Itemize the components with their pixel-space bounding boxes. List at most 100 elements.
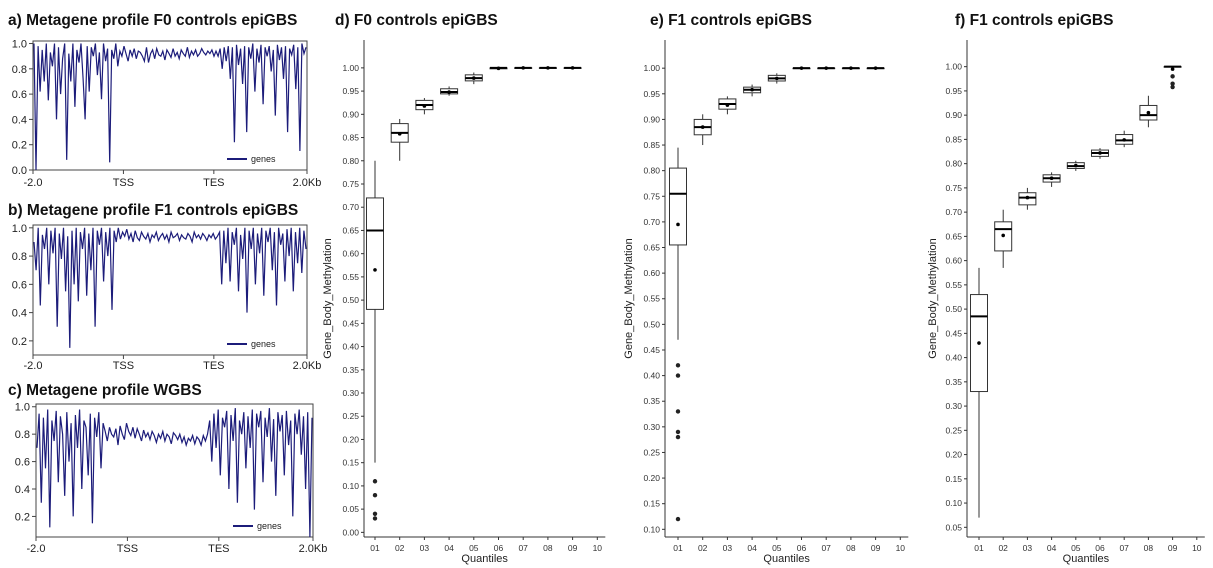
x-tick-label: 05	[1071, 543, 1081, 553]
x-tick-label: -2.0	[24, 360, 43, 372]
box-mean-point	[447, 90, 451, 94]
panel-b-plot: 0.2 0.4 0.6 0.8 1.0 -2.0 TSS TES 2.0Kb genes	[12, 223, 322, 372]
x-tick-label: 06	[494, 543, 504, 553]
y-tick-label: 0.50	[342, 295, 359, 305]
y-tick-label: 0.60	[945, 256, 962, 266]
x-tick-label: TES	[203, 177, 224, 189]
y-tick-label: 0.80	[643, 166, 660, 176]
x-tick-label: 06	[1095, 543, 1105, 553]
box-mean-point	[1049, 176, 1054, 180]
y-tick-label: 0.6	[12, 279, 27, 291]
x-tick-label: 01	[370, 543, 380, 553]
box-mean-point	[570, 66, 575, 70]
y-tick-label: 0.0	[12, 165, 27, 177]
y-tick-label: 0.70	[945, 207, 962, 217]
x-tick-label: 03	[723, 543, 733, 553]
x-tick-label: TSS	[117, 543, 138, 555]
plot-frame	[32, 40, 308, 171]
y-tick-label: 0.90	[342, 109, 359, 119]
box-outlier-point	[1170, 81, 1175, 86]
y-tick-label: 0.20	[643, 473, 660, 483]
y-tick-label: 0.55	[342, 272, 359, 282]
y-tick-label: 0.40	[342, 342, 359, 352]
y-tick-label: 0.95	[643, 89, 660, 99]
y-tick-label: 0.85	[643, 140, 660, 150]
y-tick-label: 0.65	[945, 231, 962, 241]
y-tick-label: 1.0	[15, 402, 30, 414]
panel-c-title: c) Metagene profile WGBS	[8, 382, 202, 399]
x-tick-label: 02	[698, 543, 708, 553]
x-tick-label: TSS	[113, 177, 134, 189]
y-tick-label: 1.00	[945, 62, 962, 72]
x-tick-label: TES	[208, 543, 229, 555]
box-mean-point	[1098, 151, 1102, 155]
y-tick-label: 0.35	[945, 377, 962, 387]
box-mean-point	[496, 66, 501, 71]
panel-a-plot: 0.0 0.2 0.4 0.6 0.8 1.0 -2.0 TSS TES 2.0Kb genes	[12, 39, 322, 189]
profile-line-genes	[33, 43, 307, 171]
box-mean-point	[977, 341, 981, 345]
y-tick-label: 0.90	[643, 114, 660, 124]
x-tick-label: 06	[797, 543, 807, 553]
box-mean-point	[1170, 67, 1175, 71]
y-tick-label: 0.45	[643, 345, 660, 355]
box-mean-point	[472, 76, 476, 80]
x-tick-label: 10	[593, 543, 603, 553]
x-tick-label: 2.0Kb	[299, 543, 328, 555]
y-tick-label: 0.55	[945, 280, 962, 290]
box-outlier-point	[372, 516, 378, 521]
y-tick-label: 0.25	[945, 425, 962, 435]
x-tick-label: 2.0Kb	[293, 360, 322, 372]
panel-f-plot: 0.05 0.10 0.15 0.20 0.25 0.30 0.35 0.40 0.45 0.50…	[927, 40, 1205, 565]
y-axis-label: Gene_Body_Methylation	[322, 238, 334, 358]
x-axis-label: Quantiles	[1063, 553, 1110, 565]
y-tick-label: 0.95	[945, 86, 962, 96]
y-tick-label: 0.8	[12, 251, 27, 263]
y-tick-label: 0.8	[15, 429, 30, 441]
box-mean-point	[1001, 233, 1005, 238]
y-tick-label: 0.20	[945, 450, 962, 460]
box-mean-point	[521, 66, 525, 70]
y-tick-label: 0.10	[342, 481, 359, 491]
box-mean-point	[546, 66, 550, 70]
box-outlier-point	[675, 409, 681, 414]
box-iqr	[366, 197, 384, 310]
x-tick-label: 10	[1192, 543, 1202, 553]
y-tick-label: 0.25	[342, 411, 359, 421]
x-tick-label: -2.0	[24, 177, 43, 189]
box-iqr	[669, 167, 687, 246]
box-mean-point	[873, 66, 878, 70]
y-axis-label: Gene_Body_Methylation	[927, 238, 939, 358]
legend-label: genes	[251, 154, 276, 164]
panel-b-title: b) Metagene profile F1 controls epiGBS	[8, 202, 298, 219]
y-tick-label: 0.2	[12, 140, 27, 152]
panel-c-plot: 0.2 0.4 0.6 0.8 1.0 -2.0 TSS TES 2.0Kb genes	[15, 402, 328, 555]
y-tick-label: 0.65	[342, 225, 359, 235]
x-tick-label: 09	[871, 543, 881, 553]
y-tick-label: 0.00	[342, 527, 359, 537]
y-tick-label: 0.4	[12, 114, 27, 126]
panel-d-title: d) F0 controls epiGBS	[335, 12, 498, 29]
y-tick-label: 0.8	[12, 64, 27, 76]
box-outlier-point	[372, 511, 378, 516]
box-mean-point	[1122, 138, 1126, 142]
y-axis-label: Gene_Body_Methylation	[623, 238, 635, 358]
box-mean-point	[750, 87, 754, 92]
box-mean-point	[373, 268, 377, 272]
y-tick-label: 0.70	[643, 217, 660, 227]
x-tick-label: 02	[395, 543, 405, 553]
y-tick-label: 0.95	[342, 86, 359, 96]
panel-e-title: e) F1 controls epiGBS	[650, 12, 812, 29]
profile-line-genes	[36, 408, 313, 538]
x-axis-label: Quantiles	[763, 553, 810, 565]
y-tick-label: 1.00	[342, 63, 359, 73]
y-tick-label: 0.90	[945, 110, 962, 120]
x-tick-label: 04	[747, 543, 757, 553]
legend-label: genes	[251, 339, 276, 349]
x-tick-label: 07	[1119, 543, 1129, 553]
y-tick-label: 0.10	[643, 524, 660, 534]
y-tick-label: 0.6	[15, 457, 30, 469]
x-tick-label: 2.0Kb	[293, 177, 322, 189]
y-tick-label: 0.50	[945, 304, 962, 314]
y-tick-label: 0.35	[342, 365, 359, 375]
